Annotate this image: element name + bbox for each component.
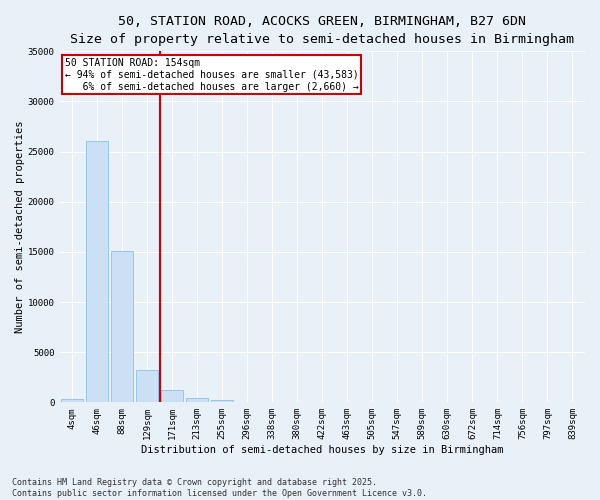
- Bar: [111, 251, 133, 402]
- Text: Contains HM Land Registry data © Crown copyright and database right 2025.
Contai: Contains HM Land Registry data © Crown c…: [12, 478, 427, 498]
- X-axis label: Distribution of semi-detached houses by size in Birmingham: Distribution of semi-detached houses by …: [141, 445, 503, 455]
- Bar: [211, 400, 233, 402]
- Title: 50, STATION ROAD, ACOCKS GREEN, BIRMINGHAM, B27 6DN
Size of property relative to: 50, STATION ROAD, ACOCKS GREEN, BIRMINGH…: [70, 15, 574, 46]
- Bar: [61, 399, 83, 402]
- Text: 50 STATION ROAD: 154sqm
← 94% of semi-detached houses are smaller (43,583)
   6%: 50 STATION ROAD: 154sqm ← 94% of semi-de…: [65, 58, 359, 92]
- Bar: [186, 398, 208, 402]
- Bar: [86, 140, 109, 402]
- Y-axis label: Number of semi-detached properties: Number of semi-detached properties: [15, 120, 25, 333]
- Bar: [161, 390, 184, 402]
- Bar: [136, 370, 158, 402]
